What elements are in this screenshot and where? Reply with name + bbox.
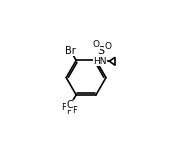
Text: S: S: [98, 46, 105, 56]
Text: F: F: [72, 106, 77, 115]
Text: O: O: [92, 40, 99, 49]
Text: F: F: [66, 107, 71, 116]
Text: F: F: [61, 103, 66, 112]
Text: C: C: [67, 100, 74, 110]
Text: O: O: [105, 42, 112, 51]
Text: HN: HN: [94, 57, 107, 66]
Text: Br: Br: [65, 46, 76, 56]
